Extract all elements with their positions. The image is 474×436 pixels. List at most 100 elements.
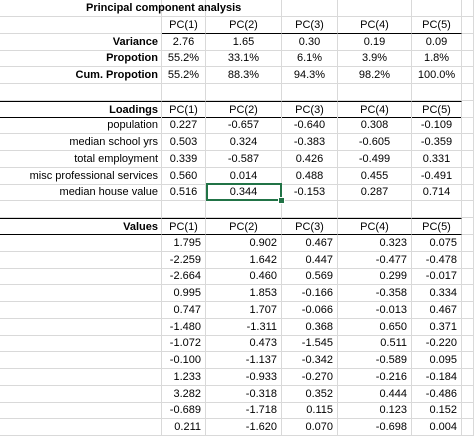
value-cell[interactable]: 0.460 (206, 268, 282, 285)
value-cell[interactable]: -0.066 (282, 302, 338, 319)
cell[interactable] (0, 235, 162, 252)
value-cell[interactable]: 0.352 (282, 386, 338, 403)
header-cell[interactable]: PC(5) (412, 101, 462, 118)
value-cell[interactable]: 0.426 (282, 151, 338, 168)
cell[interactable] (0, 369, 162, 386)
value-cell[interactable]: 0.299 (338, 268, 412, 285)
cell[interactable] (282, 201, 338, 218)
cell[interactable] (412, 201, 462, 218)
value-cell[interactable]: -0.216 (338, 369, 412, 386)
section-label[interactable]: Loadings (0, 101, 162, 118)
value-cell[interactable]: -0.153 (282, 184, 338, 201)
cell[interactable] (462, 184, 474, 201)
value-cell[interactable]: 0.095 (412, 352, 462, 369)
value-cell[interactable]: 1.233 (162, 369, 206, 386)
cell[interactable] (462, 335, 474, 352)
value-cell[interactable]: -0.359 (412, 134, 462, 151)
value-cell[interactable]: 0.19 (338, 34, 412, 51)
header-cell[interactable]: PC(1) (162, 17, 206, 34)
value-cell[interactable]: 0.308 (338, 117, 412, 134)
value-cell[interactable]: 3.282 (162, 386, 206, 403)
header-cell[interactable]: PC(4) (338, 218, 412, 235)
cell[interactable] (0, 0, 162, 17)
value-cell[interactable]: 0.344 (206, 184, 282, 201)
cell[interactable] (462, 151, 474, 168)
cell[interactable] (282, 84, 338, 101)
value-cell[interactable]: 0.123 (338, 402, 412, 419)
cell[interactable] (0, 352, 162, 369)
cell[interactable] (0, 252, 162, 269)
value-cell[interactable]: 1.642 (206, 252, 282, 269)
value-cell[interactable]: 0.371 (412, 319, 462, 336)
value-cell[interactable]: 0.115 (282, 402, 338, 419)
value-cell[interactable]: 0.902 (206, 235, 282, 252)
value-cell[interactable]: -1.545 (282, 335, 338, 352)
cell[interactable] (462, 201, 474, 218)
value-cell[interactable]: -1.718 (206, 402, 282, 419)
row-label[interactable]: Variance (0, 34, 162, 51)
cell[interactable] (206, 84, 282, 101)
value-cell[interactable]: 6.1% (282, 50, 338, 67)
value-cell[interactable]: -2.259 (162, 252, 206, 269)
value-cell[interactable]: 0.368 (282, 319, 338, 336)
header-cell[interactable]: PC(3) (282, 218, 338, 235)
cell[interactable] (462, 67, 474, 84)
value-cell[interactable]: 0.287 (338, 184, 412, 201)
value-cell[interactable]: 1.707 (206, 302, 282, 319)
header-cell[interactable]: PC(5) (412, 218, 462, 235)
value-cell[interactable]: -0.318 (206, 386, 282, 403)
row-label[interactable]: population (0, 117, 162, 134)
header-cell[interactable]: PC(2) (206, 101, 282, 118)
cell[interactable] (0, 285, 162, 302)
fill-handle[interactable] (278, 197, 285, 204)
cell[interactable] (462, 0, 474, 17)
value-cell[interactable]: -0.013 (338, 302, 412, 319)
cell[interactable] (462, 285, 474, 302)
cell[interactable] (412, 84, 462, 101)
cell[interactable] (462, 402, 474, 419)
header-cell[interactable]: PC(3) (282, 17, 338, 34)
header-cell[interactable]: PC(1) (162, 218, 206, 235)
value-cell[interactable]: 3.9% (338, 50, 412, 67)
value-cell[interactable]: 0.560 (162, 168, 206, 185)
cell[interactable] (462, 302, 474, 319)
value-cell[interactable]: -0.605 (338, 134, 412, 151)
cell[interactable] (462, 134, 474, 151)
value-cell[interactable]: 0.227 (162, 117, 206, 134)
value-cell[interactable]: -0.017 (412, 268, 462, 285)
value-cell[interactable]: 0.334 (412, 285, 462, 302)
cell[interactable] (462, 168, 474, 185)
value-cell[interactable]: -0.698 (338, 419, 412, 436)
cell[interactable] (0, 335, 162, 352)
value-cell[interactable]: 1.65 (206, 34, 282, 51)
cell[interactable] (462, 419, 474, 436)
header-cell[interactable]: PC(1) (162, 101, 206, 118)
value-cell[interactable]: 0.473 (206, 335, 282, 352)
value-cell[interactable]: 0.30 (282, 34, 338, 51)
value-cell[interactable]: 0.467 (282, 235, 338, 252)
cell[interactable] (0, 319, 162, 336)
value-cell[interactable]: 98.2% (338, 67, 412, 84)
value-cell[interactable]: 0.467 (412, 302, 462, 319)
cell[interactable] (282, 0, 338, 17)
value-cell[interactable]: 0.447 (282, 252, 338, 269)
value-cell[interactable]: 0.488 (282, 168, 338, 185)
cell[interactable] (462, 101, 474, 118)
value-cell[interactable]: -0.383 (282, 134, 338, 151)
value-cell[interactable]: 1.795 (162, 235, 206, 252)
value-cell[interactable]: -1.480 (162, 319, 206, 336)
value-cell[interactable]: -0.109 (412, 117, 462, 134)
cell[interactable] (0, 386, 162, 403)
cell[interactable] (0, 402, 162, 419)
cell[interactable] (462, 117, 474, 134)
value-cell[interactable]: 94.3% (282, 67, 338, 84)
value-cell[interactable]: -1.311 (206, 319, 282, 336)
cell[interactable] (206, 0, 282, 17)
cell[interactable] (162, 201, 206, 218)
cell[interactable] (462, 84, 474, 101)
value-cell[interactable]: -0.499 (338, 151, 412, 168)
header-cell[interactable]: PC(2) (206, 17, 282, 34)
value-cell[interactable]: -0.100 (162, 352, 206, 369)
cell[interactable] (0, 84, 162, 101)
cell[interactable] (338, 0, 412, 17)
